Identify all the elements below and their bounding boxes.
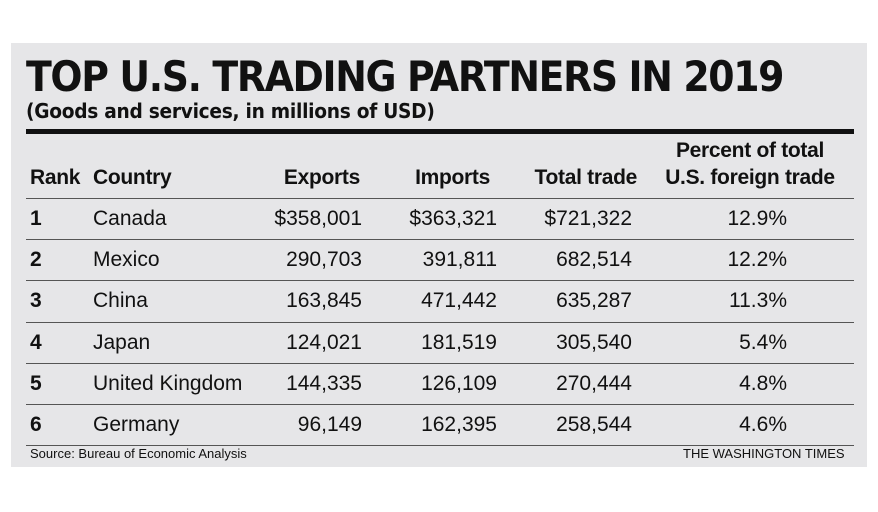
cell-imports: $363,321 [409,207,497,230]
row-divider [26,363,854,364]
cell-total-trade: 305,540 [556,331,632,354]
cell-country: Japan [93,331,151,354]
cell-percent: 12.9% [727,207,787,230]
cell-exports: 96,149 [297,413,362,436]
cell-exports: 163,845 [286,289,362,312]
header-rule [26,129,854,134]
cell-total-trade: 682,514 [556,248,632,271]
header-total-trade: Total trade [534,166,638,189]
cell-country: China [93,289,148,312]
cell-exports: 144,335 [286,372,362,395]
cell-total-trade: $721,322 [544,207,632,230]
table-panel [11,43,867,467]
page-subtitle: (Goods and services, in millions of USD) [26,99,435,123]
cell-total-trade: 635,287 [556,289,632,312]
cell-country: Mexico [93,248,160,271]
cell-percent: 4.6% [739,413,787,436]
header-rank: Rank [30,166,81,189]
cell-imports: 181,519 [421,331,497,354]
header-country: Country [93,166,172,189]
cell-percent: 11.3% [729,289,787,312]
cell-rank: 6 [30,413,42,436]
cell-country: Canada [93,207,167,230]
cell-rank: 2 [30,248,42,271]
cell-percent: 5.4% [739,331,787,354]
cell-total-trade: 258,544 [556,413,632,436]
header-percent-line2: U.S. foreign trade [665,166,835,189]
page-title: TOP U.S. TRADING PARTNERS IN 2019 [26,52,784,101]
header-exports: Exports [283,166,360,189]
cell-rank: 4 [30,331,42,354]
cell-imports: 126,109 [421,372,497,395]
cell-total-trade: 270,444 [556,372,632,395]
cell-exports: $358,001 [274,207,362,230]
header-imports: Imports [415,166,490,189]
cell-country: Germany [93,413,180,436]
row-divider [26,404,854,405]
cell-percent: 12.2% [727,248,787,271]
cell-exports: 290,703 [286,248,362,271]
cell-imports: 471,442 [421,289,497,312]
cell-exports: 124,021 [286,331,362,354]
row-divider [26,280,854,281]
row-divider [26,322,854,323]
header-percent-line1: Percent of total [675,139,825,162]
cell-rank: 5 [30,372,42,395]
cell-percent: 4.8% [739,372,787,395]
row-divider [26,239,854,240]
credit-line: THE WASHINGTON TIMES [683,446,845,461]
row-divider [26,445,854,446]
cell-country: United Kingdom [93,372,243,395]
cell-rank: 3 [30,289,42,312]
cell-rank: 1 [30,207,42,230]
cell-imports: 391,811 [422,248,497,271]
source-note: Source: Bureau of Economic Analysis [30,446,247,461]
row-divider [26,198,854,199]
cell-imports: 162,395 [421,413,497,436]
